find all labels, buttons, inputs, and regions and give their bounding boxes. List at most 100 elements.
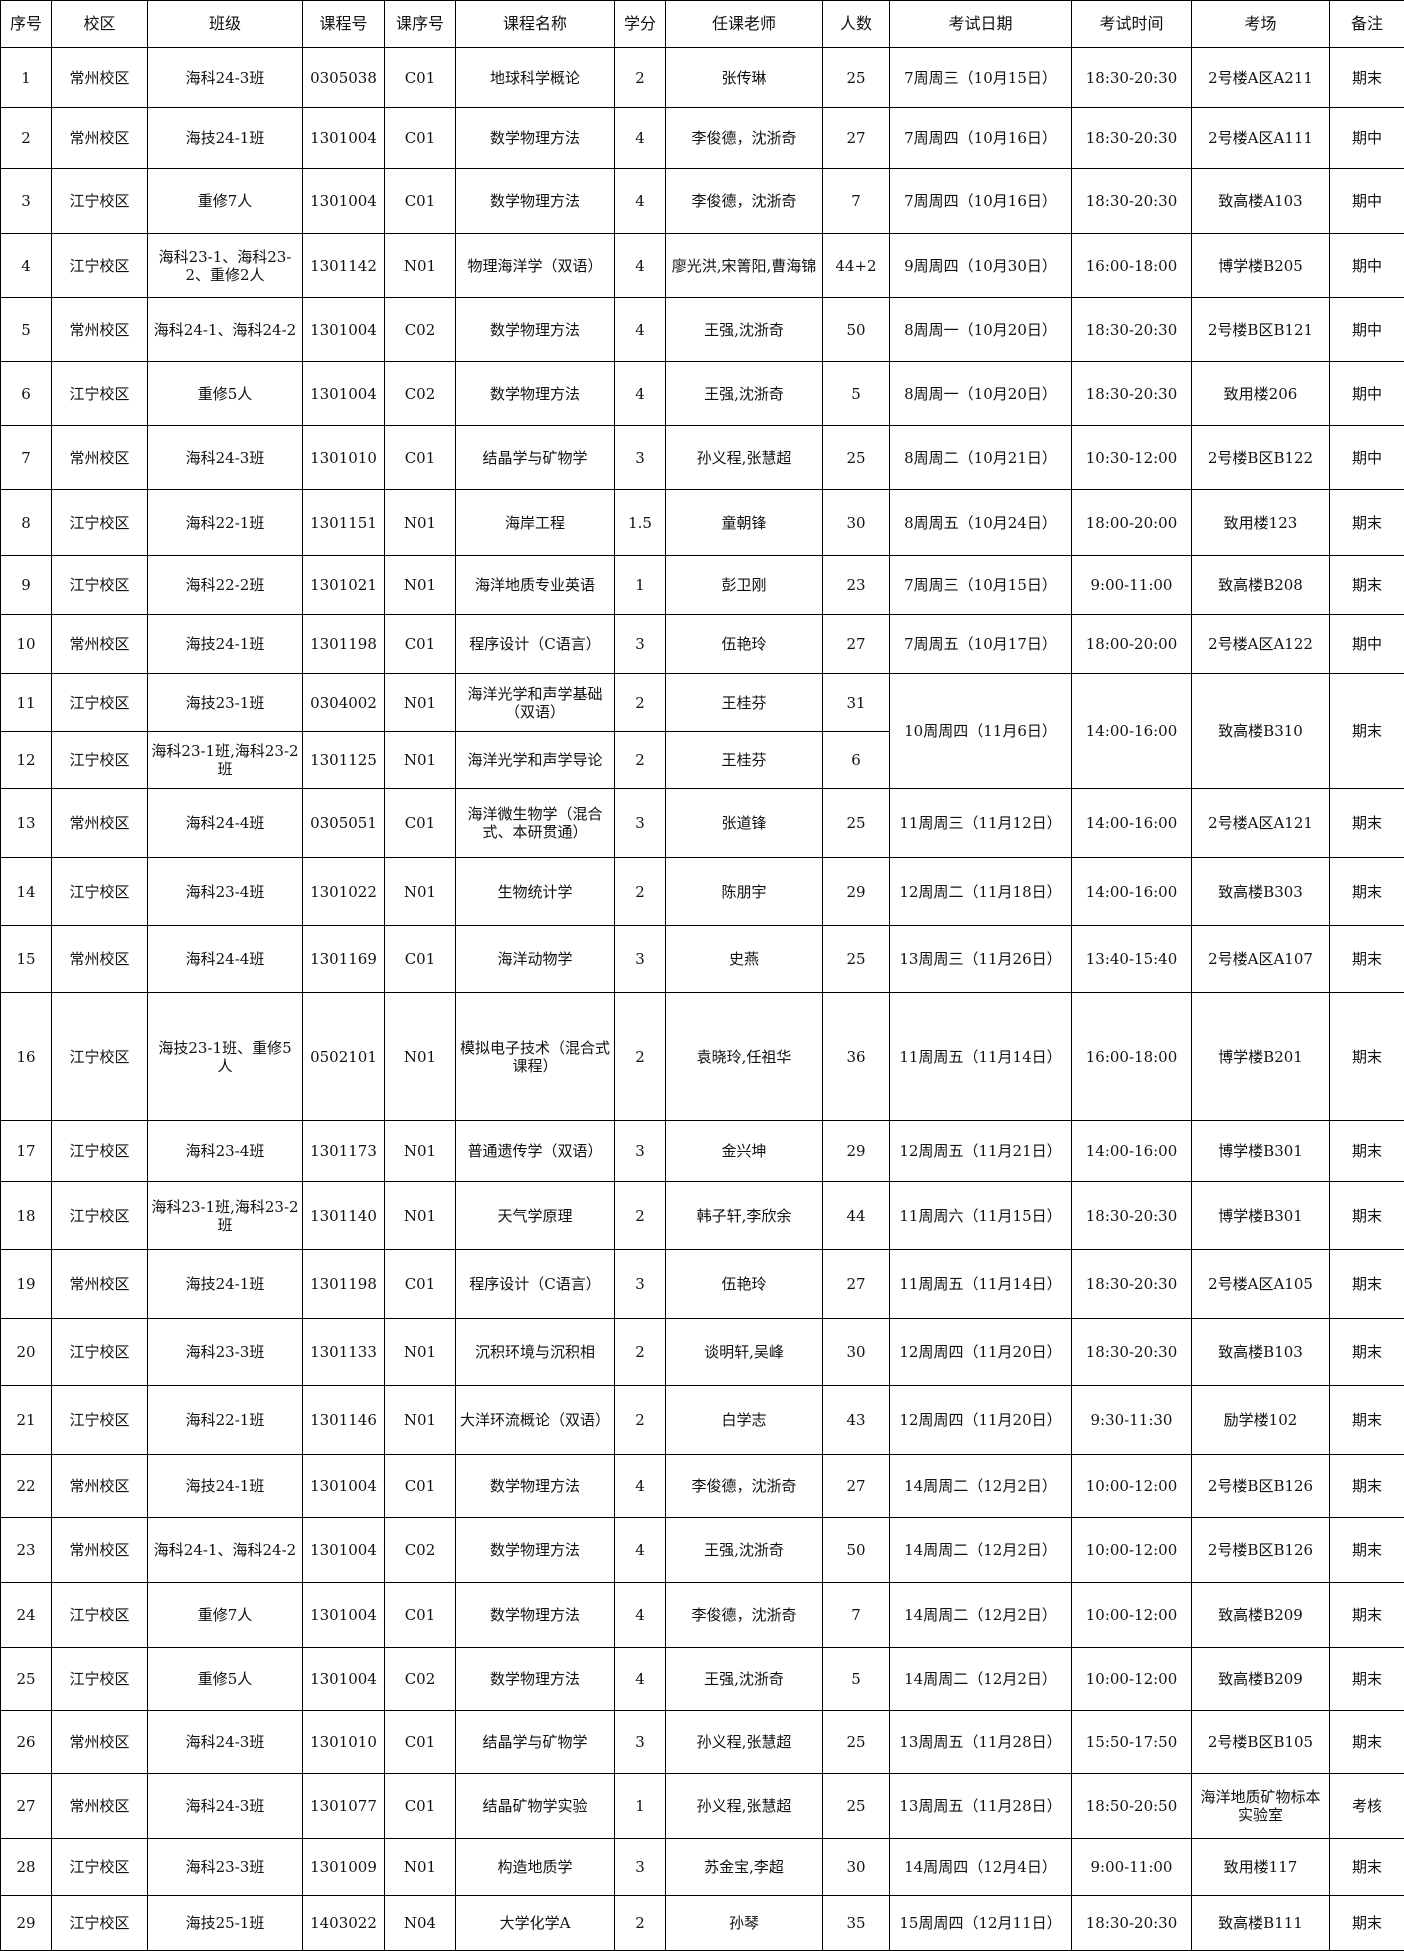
cell-credits: 3 xyxy=(615,426,666,490)
cell-exam-room: 2号楼A区A122 xyxy=(1192,615,1330,674)
cell-count: 27 xyxy=(823,615,890,674)
cell-section: C01 xyxy=(385,1711,456,1774)
cell-note: 期末 xyxy=(1330,1250,1404,1319)
cell-section: N01 xyxy=(385,556,456,615)
cell-exam-date: 15周周四（12月11日） xyxy=(890,1896,1072,1951)
cell-count: 30 xyxy=(823,490,890,556)
cell-credits: 3 xyxy=(615,1250,666,1319)
cell-seq: 27 xyxy=(1,1774,52,1839)
cell-exam-date: 7周周四（10月16日） xyxy=(890,108,1072,169)
cell-course-name: 数学物理方法 xyxy=(456,1455,615,1518)
cell-course-name: 结晶学与矿物学 xyxy=(456,1711,615,1774)
cell-exam-date: 11周周六（11月15日） xyxy=(890,1182,1072,1250)
cell-class: 海科22-2班 xyxy=(148,556,303,615)
cell-course-code: 1301004 xyxy=(303,1583,385,1648)
cell-exam-room: 2号楼B区B121 xyxy=(1192,298,1330,362)
cell-section: N01 xyxy=(385,1839,456,1896)
cell-exam-time: 18:30-20:30 xyxy=(1072,1896,1192,1951)
cell-class: 海技24-1班 xyxy=(148,1455,303,1518)
cell-campus: 常州校区 xyxy=(52,615,148,674)
cell-campus: 江宁校区 xyxy=(52,993,148,1121)
cell-exam-room: 致高楼B209 xyxy=(1192,1648,1330,1711)
cell-course-code: 1301151 xyxy=(303,490,385,556)
cell-course-code: 1403022 xyxy=(303,1896,385,1951)
cell-note: 期末 xyxy=(1330,1648,1404,1711)
cell-seq: 25 xyxy=(1,1648,52,1711)
cell-class: 海科23-4班 xyxy=(148,858,303,926)
cell-seq: 26 xyxy=(1,1711,52,1774)
cell-campus: 江宁校区 xyxy=(52,1583,148,1648)
cell-seq: 20 xyxy=(1,1319,52,1386)
cell-class: 海科22-1班 xyxy=(148,1386,303,1455)
cell-exam-room: 博学楼B301 xyxy=(1192,1182,1330,1250)
cell-note: 期末 xyxy=(1330,1839,1404,1896)
cell-exam-room: 2号楼B区B126 xyxy=(1192,1455,1330,1518)
cell-section: C01 xyxy=(385,108,456,169)
cell-course-code: 1301133 xyxy=(303,1319,385,1386)
cell-campus: 江宁校区 xyxy=(52,556,148,615)
cell-exam-room: 致高楼B208 xyxy=(1192,556,1330,615)
cell-teacher: 李俊德，沈浙奇 xyxy=(666,108,823,169)
cell-credits: 2 xyxy=(615,1182,666,1250)
cell-count: 31 xyxy=(823,674,890,732)
cell-course-code: 0305038 xyxy=(303,48,385,108)
cell-campus: 常州校区 xyxy=(52,426,148,490)
cell-campus: 江宁校区 xyxy=(52,1182,148,1250)
cell-seq: 15 xyxy=(1,926,52,993)
cell-campus: 江宁校区 xyxy=(52,1896,148,1951)
cell-seq: 29 xyxy=(1,1896,52,1951)
cell-course-name: 海洋动物学 xyxy=(456,926,615,993)
cell-seq: 13 xyxy=(1,789,52,858)
cell-campus: 江宁校区 xyxy=(52,1121,148,1182)
cell-class: 海技24-1班 xyxy=(148,1250,303,1319)
cell-class: 海科23-3班 xyxy=(148,1839,303,1896)
cell-section: C02 xyxy=(385,1648,456,1711)
cell-note: 期末 xyxy=(1330,926,1404,993)
cell-section: N01 xyxy=(385,993,456,1121)
cell-exam-time: 18:50-20:50 xyxy=(1072,1774,1192,1839)
cell-class: 海技23-1班 xyxy=(148,674,303,732)
cell-credits: 2 xyxy=(615,993,666,1121)
cell-course-name: 数学物理方法 xyxy=(456,108,615,169)
cell-course-name: 构造地质学 xyxy=(456,1839,615,1896)
cell-course-code: 1301169 xyxy=(303,926,385,993)
cell-course-code: 1301077 xyxy=(303,1774,385,1839)
cell-teacher: 童朝锋 xyxy=(666,490,823,556)
cell-campus: 江宁校区 xyxy=(52,234,148,298)
cell-exam-date: 8周周二（10月21日） xyxy=(890,426,1072,490)
cell-note: 期末 xyxy=(1330,789,1404,858)
cell-class: 重修5人 xyxy=(148,362,303,426)
cell-credits: 3 xyxy=(615,926,666,993)
cell-seq: 14 xyxy=(1,858,52,926)
cell-course-code: 1301198 xyxy=(303,615,385,674)
cell-teacher: 彭卫刚 xyxy=(666,556,823,615)
cell-count: 25 xyxy=(823,48,890,108)
cell-note: 期末 xyxy=(1330,858,1404,926)
header-note: 备注 xyxy=(1330,1,1404,48)
cell-exam-time: 9:00-11:00 xyxy=(1072,1839,1192,1896)
header-exam-room: 考场 xyxy=(1192,1,1330,48)
cell-course-name: 数学物理方法 xyxy=(456,298,615,362)
cell-seq: 1 xyxy=(1,48,52,108)
cell-exam-time: 18:30-20:30 xyxy=(1072,298,1192,362)
cell-exam-date: 7周周三（10月15日） xyxy=(890,48,1072,108)
cell-course-code: 0502101 xyxy=(303,993,385,1121)
cell-teacher: 孙义程,张慧超 xyxy=(666,1774,823,1839)
cell-course-name: 数学物理方法 xyxy=(456,1518,615,1583)
cell-count: 7 xyxy=(823,169,890,234)
cell-seq: 5 xyxy=(1,298,52,362)
cell-exam-room: 博学楼B205 xyxy=(1192,234,1330,298)
cell-exam-room: 致用楼206 xyxy=(1192,362,1330,426)
cell-exam-date: 12周周二（11月18日） xyxy=(890,858,1072,926)
cell-credits: 3 xyxy=(615,1711,666,1774)
cell-section: C01 xyxy=(385,1250,456,1319)
cell-campus: 常州校区 xyxy=(52,1711,148,1774)
cell-exam-date: 12周周四（11月20日） xyxy=(890,1319,1072,1386)
